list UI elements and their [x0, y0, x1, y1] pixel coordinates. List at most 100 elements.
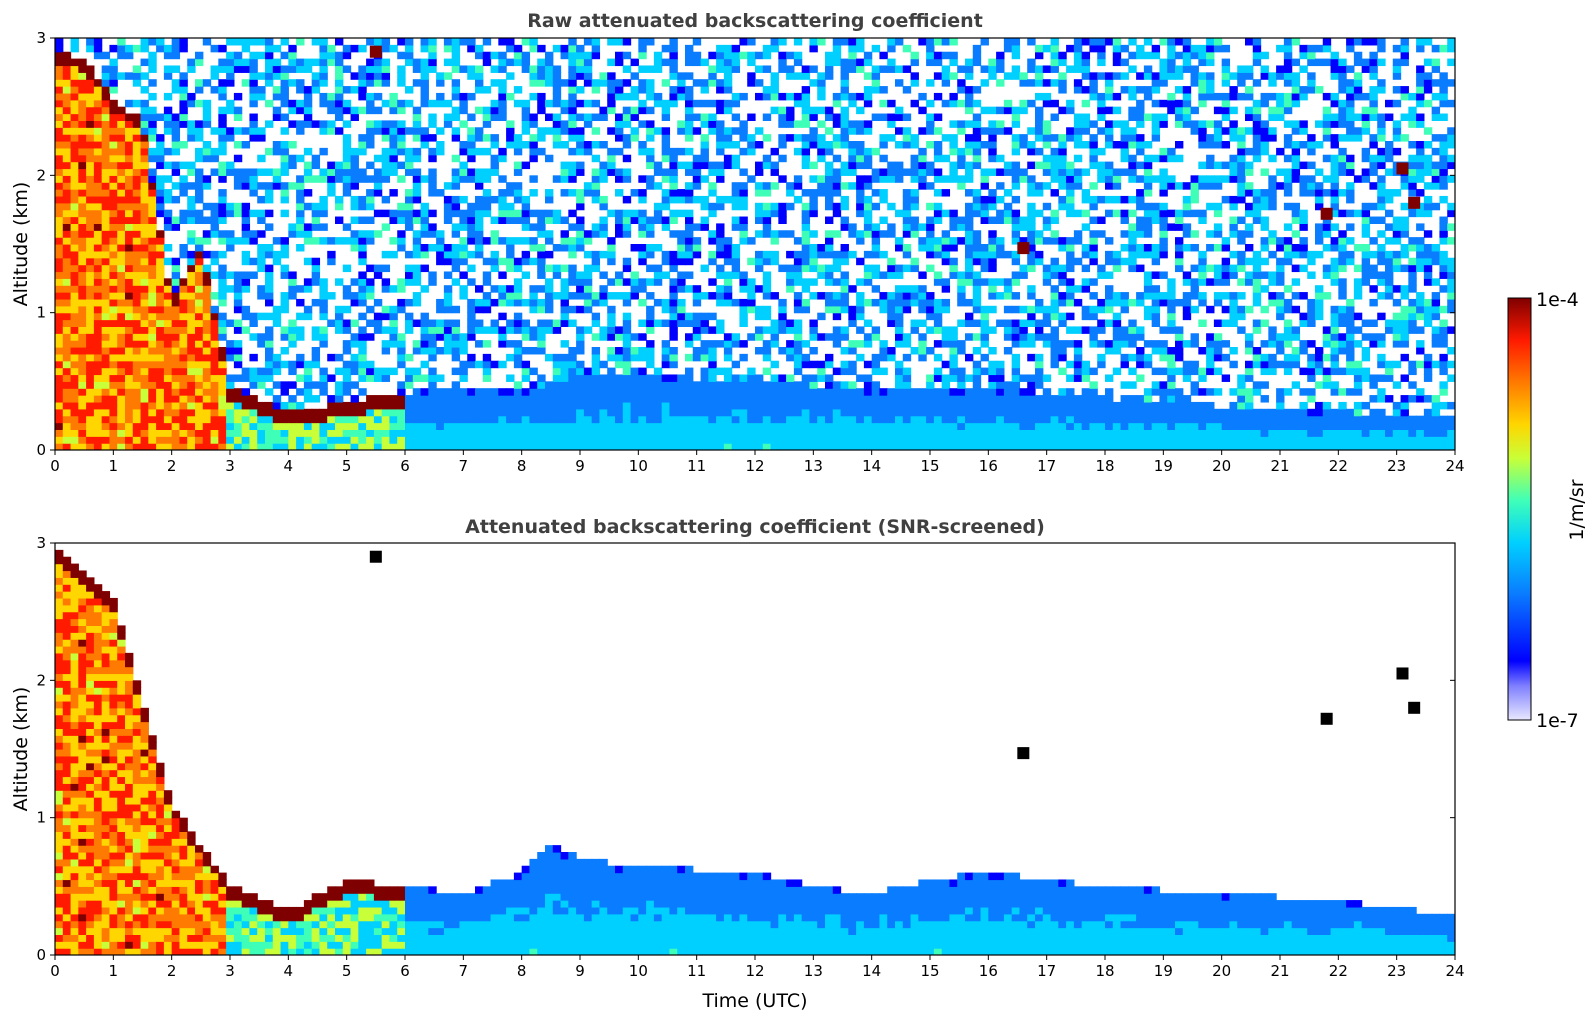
- heatmap-cell: [319, 195, 328, 204]
- heatmap-cell: [358, 347, 367, 355]
- heatmap-cell: [700, 429, 709, 437]
- heatmap-cell: [257, 374, 266, 382]
- heatmap-cell: [428, 319, 437, 327]
- heatmap-cell: [381, 79, 391, 87]
- heatmap-cell: [62, 408, 72, 417]
- heatmap-cell: [117, 223, 126, 231]
- heatmap-cell: [1019, 134, 1028, 142]
- heatmap-cell: [195, 415, 204, 424]
- heatmap-cell: [195, 175, 204, 183]
- heatmap-cell: [840, 168, 849, 176]
- heatmap-cell: [280, 237, 289, 245]
- heatmap-cell: [132, 168, 142, 176]
- heatmap-cell: [389, 141, 398, 149]
- heatmap-cell: [965, 216, 974, 224]
- heatmap-cell: [513, 257, 523, 266]
- heatmap-cell: [801, 381, 811, 389]
- heatmap-cell: [622, 443, 632, 450]
- heatmap-cell: [599, 161, 608, 170]
- heatmap-cell: [272, 106, 282, 115]
- heatmap-cell: [171, 312, 181, 321]
- heatmap-cell: [233, 113, 243, 121]
- heatmap-cell: [132, 395, 142, 403]
- heatmap-cell: [451, 340, 461, 348]
- heatmap-cell: [62, 250, 72, 259]
- heatmap-cell: [389, 312, 398, 321]
- heatmap-cell: [482, 113, 492, 121]
- heatmap-cell: [599, 360, 608, 369]
- heatmap-cell: [171, 353, 181, 362]
- heatmap-cell: [70, 292, 79, 300]
- heatmap-cell: [1019, 271, 1028, 279]
- heatmap-cell: [825, 182, 834, 190]
- heatmap-cell: [848, 141, 857, 149]
- heatmap-cell: [661, 168, 671, 176]
- heatmap-cell: [327, 237, 336, 245]
- heatmap-cell: [770, 257, 779, 266]
- heatmap-cell: [156, 244, 165, 252]
- heatmap-cell: [280, 381, 289, 389]
- heatmap-cell: [739, 271, 748, 279]
- heatmap-cell: [793, 326, 803, 334]
- heatmap-cell: [436, 230, 445, 238]
- heatmap-cell: [163, 92, 173, 101]
- heatmap-cell: [576, 278, 585, 286]
- heatmap-cell: [233, 58, 243, 67]
- heatmap-cell: [210, 374, 219, 382]
- heatmap-cell: [646, 154, 655, 163]
- heatmap-cell: [148, 195, 157, 204]
- heatmap-cell: [599, 271, 608, 279]
- heatmap-cell: [195, 189, 204, 197]
- heatmap-cell: [467, 237, 476, 245]
- heatmap-cell: [926, 44, 935, 53]
- heatmap-cell: [739, 436, 748, 444]
- heatmap-cell: [933, 154, 943, 163]
- heatmap-cell: [156, 134, 165, 142]
- heatmap-cell: [809, 443, 818, 450]
- heatmap-cell: [335, 278, 344, 286]
- heatmap-cell: [879, 443, 888, 450]
- heatmap-cell: [179, 244, 188, 252]
- heatmap-cell: [78, 92, 87, 101]
- heatmap-cell: [926, 38, 935, 46]
- heatmap-cell: [171, 436, 181, 444]
- heatmap-cell: [552, 86, 562, 94]
- heatmap-cell: [568, 381, 577, 389]
- heatmap-cell: [879, 65, 888, 73]
- heatmap-cell: [661, 271, 671, 279]
- heatmap-cell: [412, 415, 422, 424]
- heatmap-cell: [498, 333, 507, 341]
- heatmap-cell: [716, 298, 725, 307]
- heatmap-cell: [716, 443, 725, 450]
- heatmap-cell: [319, 422, 328, 430]
- heatmap-cell: [420, 38, 429, 46]
- heatmap-cell: [125, 127, 134, 135]
- heatmap-cell: [895, 298, 904, 307]
- heatmap-cell: [537, 230, 546, 238]
- heatmap-cell: [661, 147, 671, 156]
- heatmap-cell: [669, 182, 678, 190]
- heatmap-cell: [980, 38, 989, 46]
- heatmap-cell: [778, 134, 787, 142]
- heatmap-cell: [801, 92, 811, 101]
- heatmap-cell: [1027, 436, 1036, 444]
- heatmap-cell: [125, 298, 134, 307]
- heatmap-cell: [988, 127, 997, 135]
- heatmap-cell: [241, 127, 251, 135]
- heatmap-cell: [599, 408, 608, 417]
- heatmap-cell: [70, 113, 79, 121]
- heatmap-cell: [646, 79, 655, 87]
- heatmap-cell: [226, 429, 235, 437]
- heatmap-cell: [397, 388, 406, 396]
- heatmap-cell: [93, 381, 103, 389]
- heatmap-cell: [949, 326, 958, 334]
- heatmap-cell: [86, 189, 95, 197]
- heatmap-cell: [949, 271, 958, 279]
- heatmap-cell: [708, 209, 717, 218]
- heatmap-cell: [187, 127, 196, 135]
- heatmap-cell: [848, 154, 857, 163]
- heatmap-cell: [93, 51, 103, 60]
- heatmap-cell: [638, 401, 647, 410]
- heatmap-cell: [638, 422, 647, 430]
- heatmap-cell: [638, 223, 647, 231]
